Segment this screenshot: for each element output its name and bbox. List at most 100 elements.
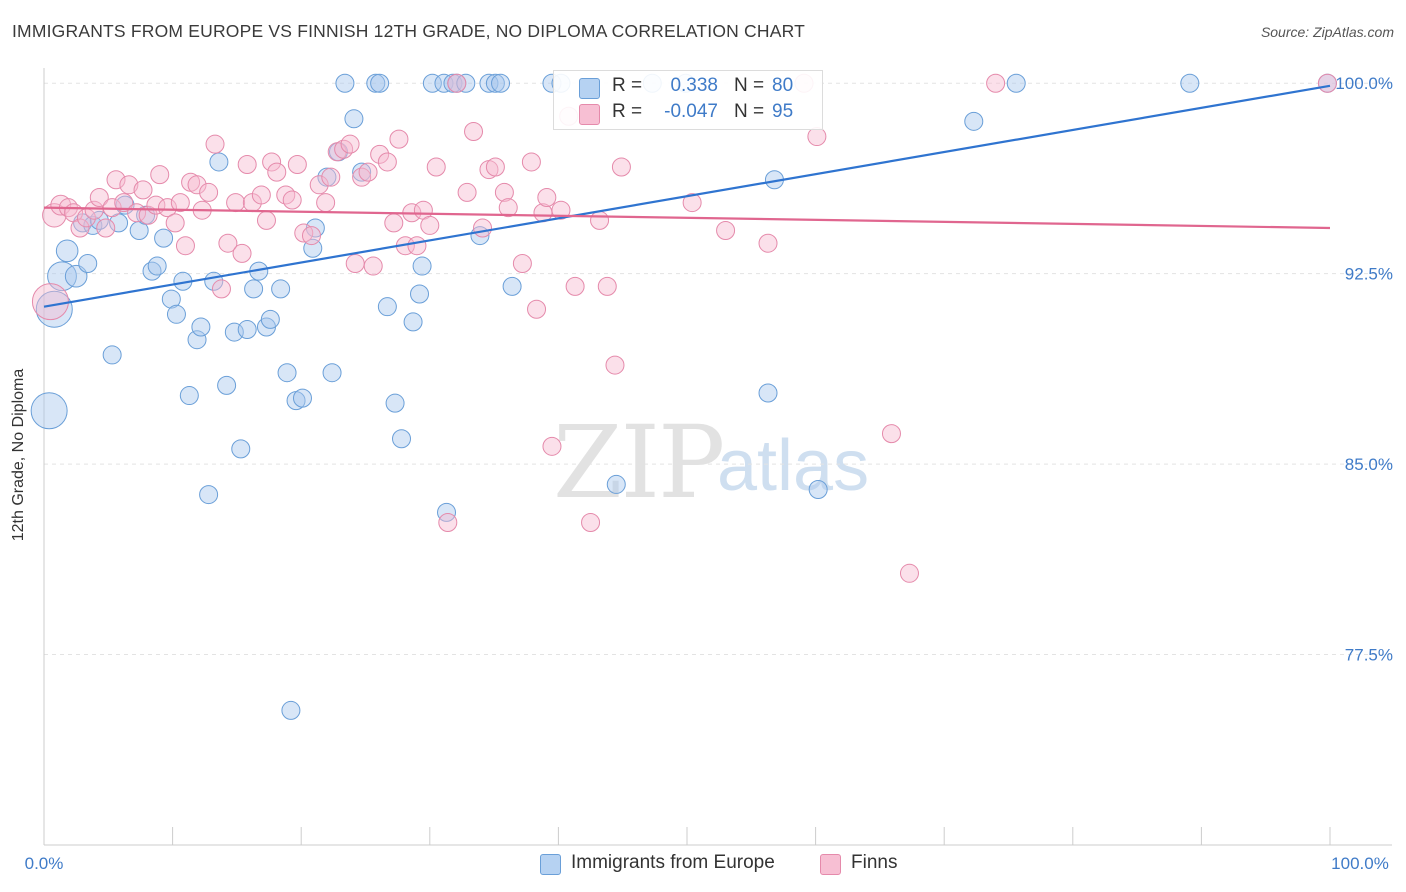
europe-point bbox=[166, 304, 186, 324]
finns-point bbox=[881, 424, 901, 444]
finns-point bbox=[157, 198, 177, 218]
y-tick-label: 77.5% bbox=[1345, 646, 1393, 665]
europe-point bbox=[1180, 73, 1200, 93]
finns-point bbox=[512, 254, 532, 274]
legend-label-finns: Finns bbox=[851, 852, 898, 873]
y-axis-label: 12th Grade, No Diploma bbox=[10, 368, 27, 542]
finns-point bbox=[542, 436, 562, 456]
europe-point bbox=[606, 474, 626, 494]
finns-point bbox=[605, 355, 625, 375]
finns-point bbox=[363, 256, 383, 276]
europe-point bbox=[217, 375, 237, 395]
finns-point bbox=[527, 299, 547, 319]
europe-point bbox=[191, 317, 211, 337]
chart-source: Source: ZipAtlas.com bbox=[1260, 24, 1394, 40]
finns-point bbox=[565, 276, 585, 296]
europe-point bbox=[281, 700, 301, 720]
europe-r-value: 0.338 bbox=[670, 75, 718, 96]
finns-point bbox=[187, 175, 207, 195]
finns-point bbox=[464, 121, 484, 141]
europe-point bbox=[231, 439, 251, 459]
finns-point bbox=[211, 279, 231, 299]
finns-point bbox=[232, 243, 252, 263]
europe-point bbox=[502, 276, 522, 296]
europe-point bbox=[35, 290, 73, 328]
europe-point bbox=[322, 363, 342, 383]
europe-swatch bbox=[579, 78, 600, 99]
finns-point bbox=[581, 513, 601, 533]
europe-point bbox=[142, 261, 162, 281]
chart-title: IMMIGRANTS FROM EUROPE VS FINNISH 12TH G… bbox=[12, 21, 805, 41]
finns-point bbox=[358, 162, 378, 182]
finns-point bbox=[165, 213, 185, 233]
finns-point bbox=[251, 185, 271, 205]
stats-legend: R = 0.338 N = 80 R = -0.047 N = 95 bbox=[553, 70, 823, 130]
finns-point bbox=[42, 203, 67, 228]
europe-trend-line bbox=[43, 84, 1331, 308]
europe-point bbox=[422, 73, 442, 93]
finns-point bbox=[262, 152, 282, 172]
europe-point bbox=[491, 73, 511, 93]
finns-point bbox=[611, 157, 631, 177]
finns-point bbox=[276, 185, 296, 205]
europe-point bbox=[209, 152, 229, 172]
finns-point bbox=[1317, 73, 1337, 93]
y-tick-label: 92.5% bbox=[1345, 265, 1393, 284]
europe-point bbox=[154, 228, 174, 248]
finns-point bbox=[294, 223, 314, 243]
finns-point bbox=[199, 182, 219, 202]
europe-point bbox=[199, 485, 219, 505]
europe-point bbox=[352, 162, 372, 182]
finns-point bbox=[597, 276, 617, 296]
y-tick-label: 85.0% bbox=[1345, 455, 1393, 474]
europe-legend-swatch bbox=[540, 854, 561, 875]
finns-point bbox=[89, 188, 109, 207]
finns-point bbox=[384, 213, 404, 233]
x-tick-label: 100.0% bbox=[1331, 854, 1389, 873]
finns-point bbox=[345, 254, 365, 274]
finns-point bbox=[133, 180, 153, 200]
finns-point bbox=[485, 157, 505, 177]
n-label: N = bbox=[734, 101, 765, 122]
finns-trend-line bbox=[43, 206, 1331, 230]
finns-point bbox=[321, 167, 341, 187]
r-label: R = bbox=[612, 101, 643, 122]
europe-point bbox=[377, 297, 397, 317]
europe-point bbox=[479, 73, 499, 93]
finns-point bbox=[106, 170, 126, 190]
finns-point bbox=[282, 190, 302, 210]
finns-point bbox=[237, 154, 257, 174]
x-tick-label: 0.0% bbox=[25, 854, 64, 873]
europe-point bbox=[64, 264, 88, 288]
finns-point bbox=[758, 233, 778, 253]
n-label: N = bbox=[734, 75, 765, 96]
europe-point bbox=[964, 111, 984, 131]
europe-point bbox=[277, 363, 297, 383]
finns-point bbox=[420, 215, 440, 235]
finns-point bbox=[70, 218, 90, 238]
finns-point bbox=[521, 152, 541, 172]
watermark-atlas: atlas bbox=[717, 426, 870, 506]
finns-point bbox=[31, 283, 69, 321]
finns-point bbox=[537, 188, 557, 207]
europe-point bbox=[335, 73, 355, 93]
europe-point bbox=[47, 261, 77, 292]
europe-point bbox=[260, 309, 280, 329]
europe-n-value: 80 bbox=[772, 75, 794, 96]
finns-point bbox=[287, 154, 307, 174]
finns-point bbox=[426, 157, 446, 177]
finns-point bbox=[267, 162, 287, 182]
europe-point bbox=[1006, 73, 1026, 93]
r-label: R = bbox=[612, 75, 643, 96]
y-tick-label: 100.0% bbox=[1335, 74, 1393, 93]
finns-point bbox=[205, 134, 225, 154]
europe-point bbox=[244, 279, 264, 299]
europe-point bbox=[292, 388, 312, 408]
finns-point bbox=[114, 193, 134, 213]
finns-point bbox=[301, 226, 321, 246]
finns-point bbox=[226, 193, 246, 213]
europe-point bbox=[485, 73, 505, 93]
europe-point bbox=[344, 109, 364, 129]
finns-point bbox=[218, 233, 238, 253]
finns-point bbox=[986, 73, 1006, 93]
